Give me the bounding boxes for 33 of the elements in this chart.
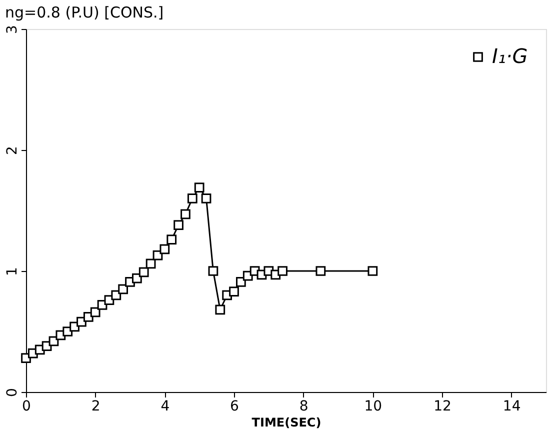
point	[174, 220, 184, 230]
point	[316, 266, 326, 276]
x-tick-label: 10	[364, 398, 382, 414]
point	[278, 266, 288, 276]
point	[368, 266, 378, 276]
x-tick-label: 4	[160, 398, 170, 414]
y-tick-label: 0	[4, 388, 20, 397]
legend-label: I₁·G	[492, 44, 528, 68]
y-tick-label: 1	[4, 267, 20, 276]
x-axis-title: TIME(SEC)	[252, 416, 322, 430]
point	[138, 267, 149, 278]
point	[229, 286, 239, 297]
point	[194, 182, 204, 192]
point	[208, 266, 218, 276]
point	[201, 193, 212, 204]
x-tick-label: 6	[230, 398, 240, 414]
point	[160, 244, 170, 254]
x-tick-label: 0	[22, 398, 31, 414]
point	[236, 276, 246, 287]
point	[146, 258, 156, 269]
point	[118, 284, 128, 294]
x-tick-label: 8	[299, 398, 308, 414]
y-tick-label: 3	[4, 25, 20, 34]
point	[166, 234, 177, 244]
y-tick-label: 2	[4, 146, 20, 155]
point	[180, 209, 190, 220]
point	[187, 193, 198, 204]
x-tick-label: 2	[91, 398, 100, 414]
point	[215, 304, 226, 315]
point	[90, 307, 100, 318]
x-tick-label: 14	[502, 398, 521, 414]
x-tick-label: 12	[434, 398, 452, 414]
chart-title: ng=0.8 (P.U) [CONS.]	[5, 4, 164, 22]
